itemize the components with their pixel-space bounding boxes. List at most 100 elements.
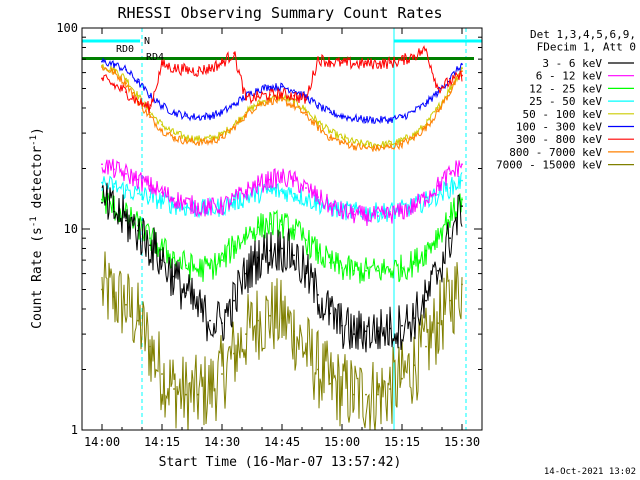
series-300-800-kev [101, 45, 463, 114]
footer-date: 14-Oct-2021 13:02 [544, 467, 636, 477]
data-point [449, 87, 451, 90]
legend-entry-label: 800 - 7000 keV [509, 146, 602, 159]
data-point [413, 205, 415, 207]
data-point [197, 70, 199, 73]
data-point [437, 110, 439, 113]
y-axis-label-mid: detector [30, 146, 45, 217]
data-point [137, 229, 139, 232]
data-point [437, 87, 439, 90]
data-point [209, 137, 211, 140]
y-axis-label-sup: -1 [29, 216, 39, 227]
data-point [461, 63, 463, 66]
data-point [401, 324, 403, 327]
data-point [365, 269, 367, 272]
series-7000-15000-kev [101, 251, 463, 430]
night-bar-label: N [144, 36, 150, 47]
data-point [281, 93, 283, 95]
data-point [125, 68, 127, 71]
data-point [377, 269, 379, 272]
data-point [137, 94, 139, 97]
data-point [461, 67, 463, 70]
data-point [101, 288, 103, 291]
series-3-6-kev [101, 182, 463, 353]
data-point [329, 261, 331, 264]
data-point [221, 205, 223, 207]
data-point [281, 99, 283, 102]
data-point [449, 187, 451, 189]
data-point [113, 84, 115, 86]
data-point [245, 190, 247, 193]
data-point [221, 111, 223, 114]
series-trace [101, 251, 463, 430]
legend-entry-label: 300 - 800 keV [516, 133, 602, 146]
data-point [173, 67, 175, 70]
data-point [293, 104, 295, 107]
attenuator-bar [142, 57, 474, 60]
data-point [209, 67, 211, 70]
chart-title: RHESSI Observing Summary Count Rates [117, 4, 442, 22]
data-point [305, 113, 307, 116]
y-tick-label: 100 [56, 21, 78, 35]
data-point [341, 62, 343, 64]
y-axis-label: Count Rate (s-1 detector-1) [29, 127, 45, 329]
data-point [185, 202, 187, 205]
data-point [377, 393, 379, 396]
data-point [329, 206, 331, 209]
data-point [185, 140, 187, 142]
data-point [365, 147, 367, 149]
data-point [173, 275, 175, 278]
data-point [113, 295, 115, 298]
data-point [377, 215, 379, 217]
data-point [125, 189, 127, 192]
x-tick-label: 15:00 [324, 435, 360, 449]
data-point [449, 237, 451, 240]
data-point [341, 210, 343, 213]
y-axis-label-end: ) [30, 127, 45, 135]
data-point [173, 388, 175, 390]
data-point [437, 184, 439, 187]
data-point [137, 192, 139, 195]
data-point [341, 324, 343, 327]
series-trace [101, 57, 463, 125]
data-point [209, 140, 211, 143]
data-point [233, 245, 235, 248]
data-point [197, 116, 199, 119]
data-point [341, 267, 343, 269]
data-point [389, 268, 391, 271]
data-point [293, 100, 295, 103]
data-point [125, 219, 127, 222]
data-point [221, 322, 223, 325]
data-point [401, 210, 403, 213]
data-point [125, 303, 127, 306]
data-point [245, 272, 247, 275]
data-point [173, 136, 175, 139]
data-point [221, 136, 223, 139]
data-point [149, 196, 151, 199]
data-point [305, 98, 307, 101]
data-point [257, 192, 259, 195]
data-point [233, 352, 235, 355]
x-tick-label: 15:15 [384, 435, 420, 449]
y-axis-label-base: Count Rate (s [30, 227, 45, 329]
series-trace [101, 158, 463, 227]
data-point [389, 213, 391, 216]
data-point [413, 54, 415, 57]
data-point [389, 327, 391, 330]
data-point [353, 117, 355, 120]
data-point [113, 71, 115, 74]
data-point [185, 115, 187, 117]
data-point [245, 98, 247, 101]
data-point [209, 267, 211, 269]
series-100-300-kev [101, 57, 463, 125]
data-point [185, 264, 187, 267]
data-point [305, 349, 307, 351]
data-point [377, 62, 379, 65]
data-point [185, 206, 187, 209]
data-point [101, 198, 103, 201]
data-point [101, 60, 103, 63]
series-trace [101, 182, 463, 353]
data-point [101, 201, 103, 204]
data-point [233, 201, 235, 204]
data-point [401, 116, 403, 119]
data-point [209, 319, 211, 322]
